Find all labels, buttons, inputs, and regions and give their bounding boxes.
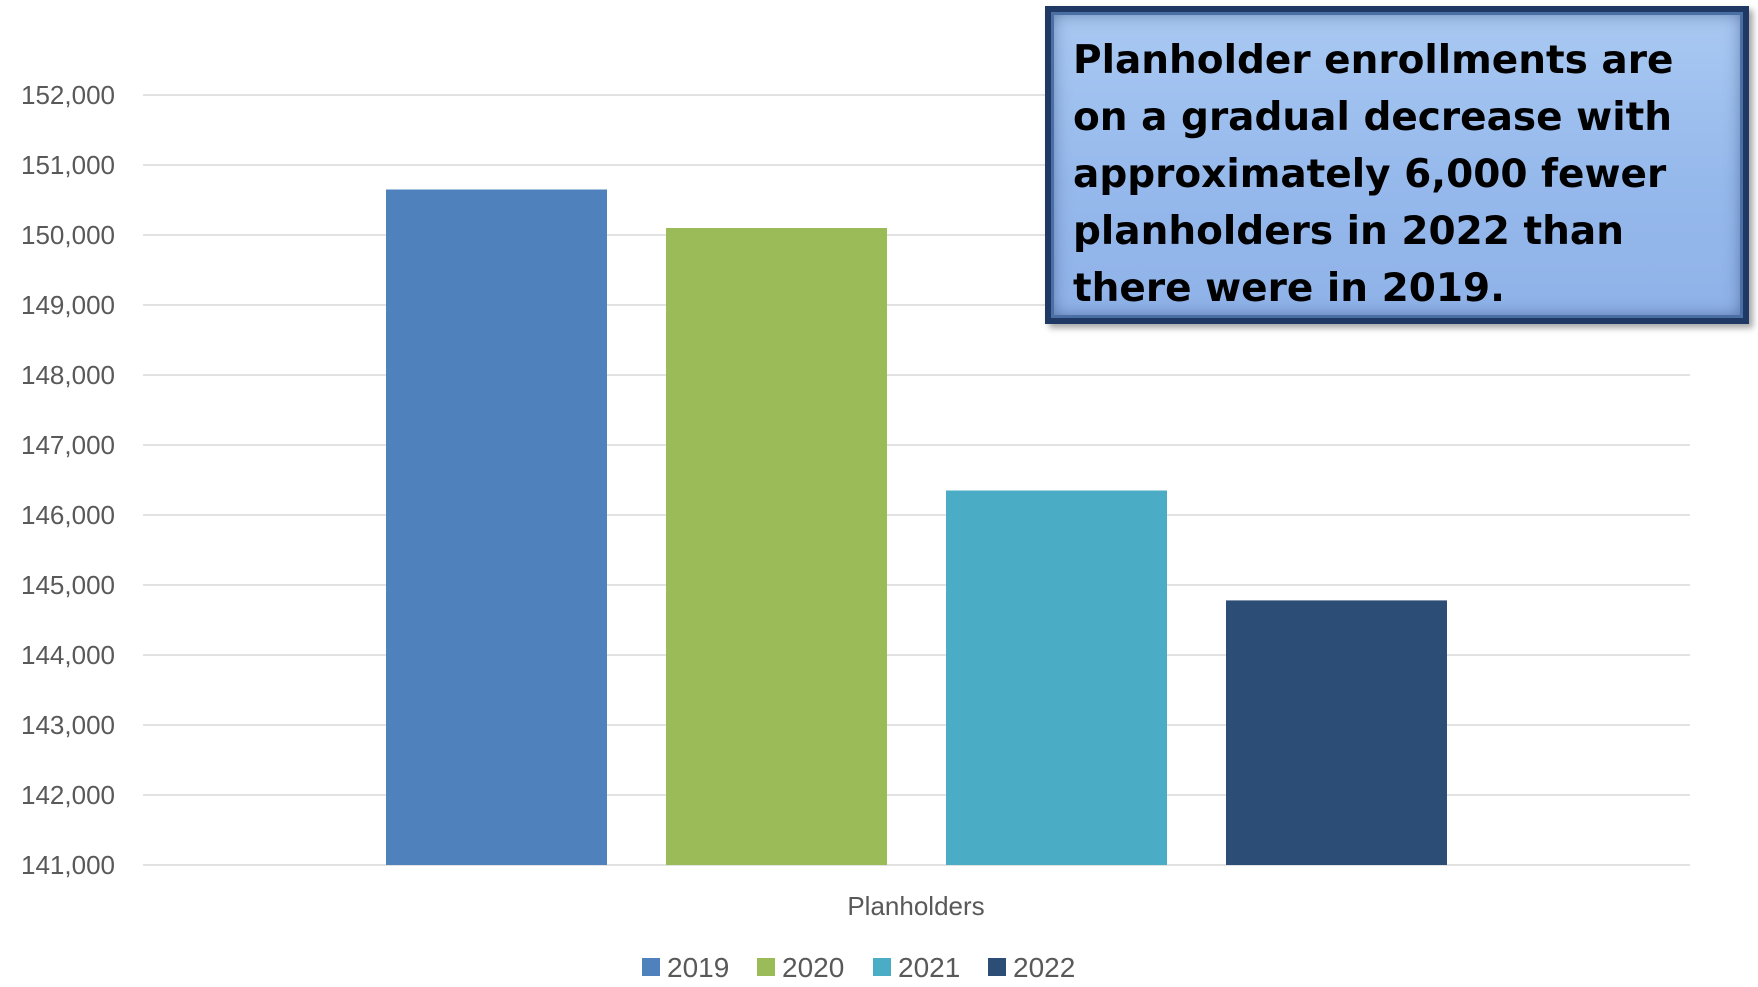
legend-label-2020: 2020: [782, 952, 844, 983]
legend-label-2021: 2021: [898, 952, 960, 983]
y-tick-label: 143,000: [21, 710, 115, 740]
legend-swatch-2021: [873, 958, 891, 976]
legend-swatch-2020: [757, 958, 775, 976]
y-tick-label: 147,000: [21, 430, 115, 460]
bar-2022: [1226, 600, 1447, 865]
annotation-callout-text: Planholder enrollments are on a gradual …: [1073, 38, 1674, 311]
bar-2021: [946, 490, 1167, 865]
y-tick-label: 141,000: [21, 850, 115, 880]
legend: 2019 2020 2021 2022: [642, 952, 1075, 983]
y-tick-label: 146,000: [21, 500, 115, 530]
legend-label-2019: 2019: [667, 952, 729, 983]
y-tick-label: 152,000: [21, 80, 115, 110]
bar-2020: [666, 228, 887, 865]
y-axis-tick-labels: 141,000 142,000 143,000 144,000 145,000 146,0…: [21, 80, 115, 880]
y-tick-label: 149,000: [21, 290, 115, 320]
legend-swatch-2022: [988, 958, 1006, 976]
x-axis-category-labels: Planholders: [847, 891, 984, 921]
y-tick-label: 151,000: [21, 150, 115, 180]
y-tick-label: 148,000: [21, 360, 115, 390]
y-tick-label: 144,000: [21, 640, 115, 670]
annotation-callout-box: Planholder enrollments are on a gradual …: [1045, 6, 1749, 324]
y-tick-label: 145,000: [21, 570, 115, 600]
legend-swatch-2019: [642, 958, 660, 976]
y-tick-label: 142,000: [21, 780, 115, 810]
bars: [386, 189, 1447, 865]
y-tick-label: 150,000: [21, 220, 115, 250]
legend-label-2022: 2022: [1013, 952, 1075, 983]
bar-2019: [386, 189, 607, 865]
x-category-label: Planholders: [847, 891, 984, 921]
